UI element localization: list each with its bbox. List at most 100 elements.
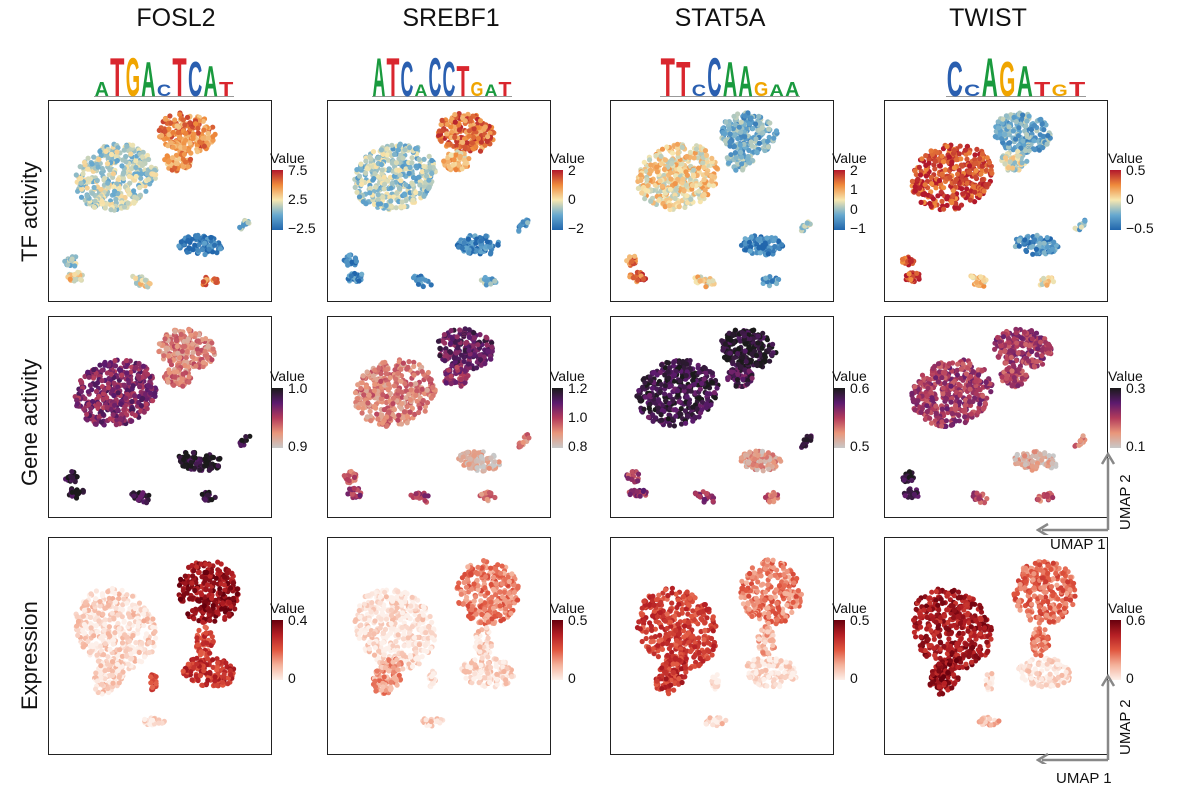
- legend-title: Value: [550, 150, 585, 166]
- umap-panel-twist-tf-activity: [884, 100, 1108, 302]
- legend-colorbar: [834, 620, 845, 680]
- umap-panel-stat5a-gene-activity: [610, 316, 834, 518]
- legend-title: Value: [1108, 368, 1143, 384]
- legend-tick-label: 0.6: [850, 380, 870, 396]
- legend-fosl2-tf-activity: Value 7.5 2.5 −2.5: [270, 150, 360, 260]
- legend-tick-label: 0: [850, 200, 858, 217]
- umap2-label-middle: UMAP 2: [1117, 474, 1134, 530]
- motif-letter: A: [204, 57, 218, 100]
- legend-stat5a-gene-activity: Value 0.6 0.5: [832, 368, 922, 478]
- column-title-stat5a: STAT5A: [674, 4, 766, 32]
- legend-title: Value: [1108, 150, 1143, 166]
- motif-letter: C: [947, 53, 963, 100]
- legend-colorbar: [834, 388, 845, 448]
- legend-title: Value: [832, 150, 867, 166]
- legend-tick-label: 0: [568, 191, 576, 207]
- legend-fosl2-expression: Value 0.4 0: [270, 600, 360, 710]
- umap-panel-stat5a-tf-activity: [610, 100, 834, 302]
- legend-stat5a-expression: Value 0.5 0: [832, 600, 922, 710]
- legend-tick-label: −2.5: [288, 220, 316, 236]
- legend-tick-label: −1: [850, 220, 866, 236]
- motif-letter: G: [754, 79, 768, 100]
- motif-letter: T: [110, 46, 124, 100]
- motif-letter: G: [126, 46, 140, 100]
- legend-title: Value: [270, 368, 305, 384]
- legend-tick-label: 2.5: [288, 191, 308, 207]
- motif-letter: A: [1017, 57, 1033, 100]
- legend-srebf1-expression: Value 0.5 0: [550, 600, 640, 710]
- umap-panel-fosl2-tf-activity: [48, 100, 272, 302]
- legend-srebf1-tf-activity: Value 2 0 −2: [550, 150, 640, 260]
- legend-twist-gene-activity: Value 0.3 0.1: [1108, 368, 1198, 478]
- legend-fosl2-gene-activity: Value 1.0 0.9: [270, 368, 360, 478]
- motif-letter: T: [172, 46, 186, 100]
- legend-tick-label: −2: [568, 220, 584, 236]
- motif-letter: T: [661, 46, 675, 100]
- umap-panel-fosl2-gene-activity: [48, 316, 272, 518]
- legend-tick-label: 1.2: [568, 380, 588, 396]
- legend-title: Value: [1108, 600, 1143, 616]
- legend-colorbar: [272, 170, 283, 230]
- legend-colorbar: [272, 388, 283, 448]
- motif-letter: C: [692, 81, 706, 100]
- legend-title: Value: [270, 150, 305, 166]
- legend-stat5a-tf-activity: Value 2 1 0 −1: [832, 150, 922, 260]
- motif-letter: A: [95, 79, 109, 100]
- umap-axis-arrows-middle: [1036, 451, 1116, 535]
- motif-letter: C: [707, 46, 721, 100]
- motif-letter: A: [141, 53, 155, 100]
- legend-srebf1-gene-activity: Value 1.2 1.0 0.8: [550, 368, 640, 478]
- row-label-expression: Expression: [17, 601, 42, 710]
- legend-tick-label: 0: [288, 670, 296, 686]
- legend-tick-label: 0.1: [1126, 438, 1146, 454]
- motif-letter: T: [499, 79, 512, 100]
- umap-panel-fosl2-expression: [48, 537, 272, 755]
- legend-tick-label: 0: [568, 670, 576, 686]
- legend-title: Value: [832, 600, 867, 616]
- umap-panel-stat5a-expression: [610, 537, 834, 755]
- motif-letter: A: [723, 53, 737, 100]
- legend-tick-label: 0: [1126, 191, 1134, 207]
- column-title-srebf1: SREBF1: [402, 4, 500, 32]
- motif-letter: C: [157, 81, 171, 100]
- row-label-gene-activity: Gene activity: [17, 358, 42, 486]
- legend-title: Value: [550, 368, 585, 384]
- motif-letter: A: [415, 81, 428, 100]
- motif-letter: C: [401, 53, 414, 100]
- legend-tick-label: 0.8: [568, 438, 588, 454]
- motif-letter: T: [1034, 79, 1050, 100]
- column-title-fosl2: FOSL2: [136, 4, 216, 32]
- legend-twist-expression: Value 0.6 0: [1108, 600, 1198, 710]
- row-label-tf-activity: TF activity: [17, 161, 42, 262]
- motif-letter: A: [982, 46, 998, 100]
- motif-letter: T: [219, 79, 233, 100]
- legend-colorbar: [552, 620, 563, 680]
- legend-tick-label: 0: [1126, 670, 1134, 686]
- umap-panel-twist-gene-activity: [884, 316, 1108, 518]
- legend-colorbar: [1110, 620, 1121, 680]
- motif-letter: T: [387, 46, 400, 100]
- motif-letter: T: [1069, 79, 1085, 100]
- column-title-twist: TWIST: [949, 4, 1027, 32]
- umap2-label-bottom: UMAP 2: [1117, 699, 1134, 755]
- legend-twist-tf-activity: Value 0.5 0 −0.5: [1108, 150, 1198, 260]
- motif-letter: G: [999, 53, 1015, 100]
- legend-colorbar: [272, 620, 283, 680]
- motif-letter: T: [457, 57, 470, 100]
- legend-tick-label: 0.6: [1126, 612, 1146, 628]
- legend-title: Value: [832, 368, 867, 384]
- umap1-label-middle: UMAP 1: [1050, 536, 1106, 553]
- legend-tick-label: 1.0: [288, 380, 308, 396]
- legend-tick-label: 0.5: [1126, 162, 1146, 178]
- legend-tick-label: 2: [850, 162, 858, 178]
- legend-colorbar: [834, 170, 845, 230]
- umap-panel-srebf1-tf-activity: [327, 100, 551, 302]
- motif-letter: G: [471, 79, 484, 100]
- umap1-label-bottom: UMAP 1: [1056, 770, 1112, 787]
- legend-colorbar: [552, 170, 563, 230]
- legend-tick-label: 1: [850, 181, 858, 198]
- legend-colorbar: [1110, 388, 1121, 448]
- legend-tick-label: 0.5: [850, 612, 870, 628]
- motif-letter: A: [373, 46, 386, 100]
